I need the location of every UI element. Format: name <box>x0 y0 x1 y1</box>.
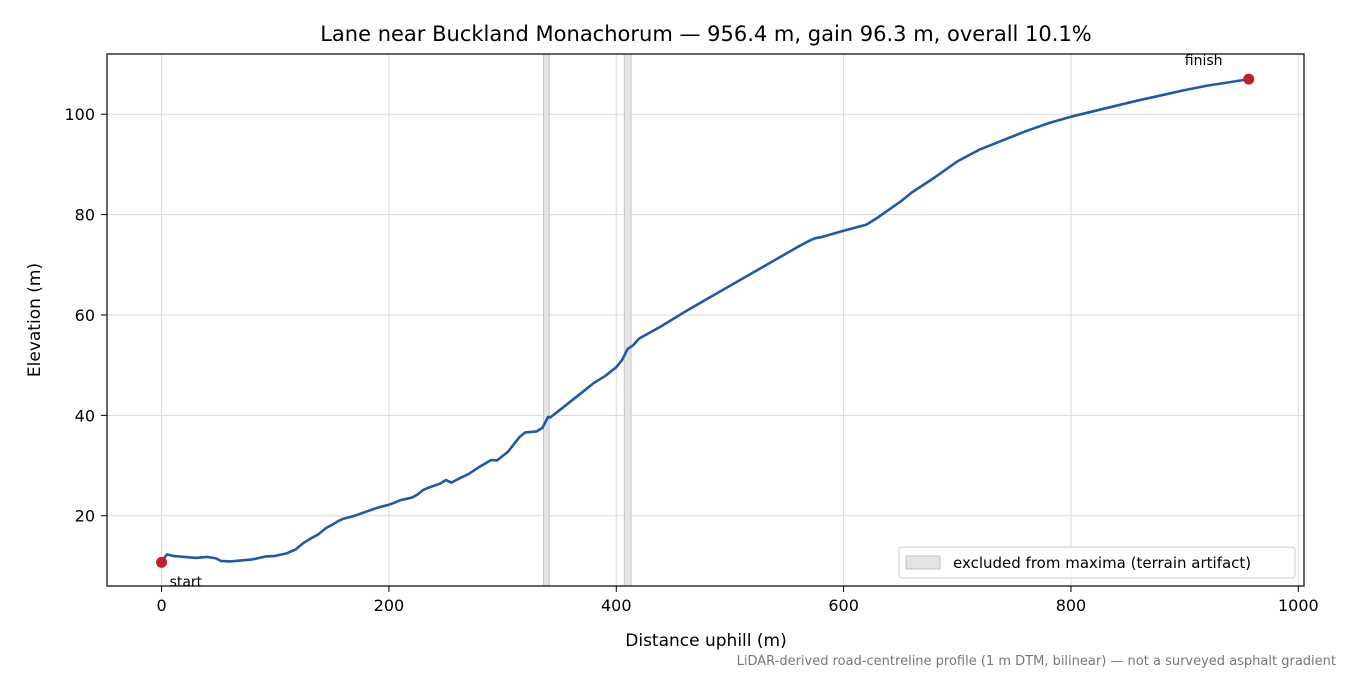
finish-label: finish <box>1185 53 1223 69</box>
x-axis-label: Distance uphill (m) <box>625 631 786 651</box>
elevation-profile-line <box>160 77 1251 564</box>
x-tick-label: 0 <box>156 596 166 615</box>
x-tick-label: 200 <box>374 596 405 615</box>
excluded-band <box>623 53 632 587</box>
legend-swatch <box>905 555 941 570</box>
chart-title: Lane near Buckland Monachorum — 956.4 m,… <box>320 22 1092 46</box>
grid-lines <box>107 54 1304 586</box>
markers-layer: start finish <box>156 53 1255 590</box>
plot-frame <box>106 53 1305 587</box>
y-axis-label: Elevation (m) <box>25 263 45 377</box>
x-tick-label: 400 <box>601 596 632 615</box>
finish-marker <box>1243 73 1255 85</box>
series-layer <box>160 77 1251 564</box>
axis-ticks: 0 200 400 600 800 1000 20 40 60 80 100 <box>64 105 1318 615</box>
y-tick-label: 40 <box>75 406 95 425</box>
x-tick-label: 600 <box>828 596 859 615</box>
legend-label: excluded from maxima (terrain artifact) <box>953 554 1251 572</box>
excluded-band <box>543 53 550 587</box>
excluded-bands <box>543 53 632 587</box>
x-tick-label: 1000 <box>1278 596 1319 615</box>
y-tick-label: 80 <box>75 206 95 225</box>
start-marker <box>156 556 168 568</box>
y-tick-label: 100 <box>64 105 95 124</box>
legend-box <box>898 546 1296 579</box>
x-tick-label: 800 <box>1056 596 1087 615</box>
footnote: LiDAR-derived road-centreline profile (1… <box>737 654 1336 669</box>
y-tick-label: 20 <box>75 507 95 526</box>
y-tick-label: 60 <box>75 306 95 325</box>
start-label: start <box>170 574 203 590</box>
legend: excluded from maxima (terrain artifact) <box>898 546 1296 579</box>
